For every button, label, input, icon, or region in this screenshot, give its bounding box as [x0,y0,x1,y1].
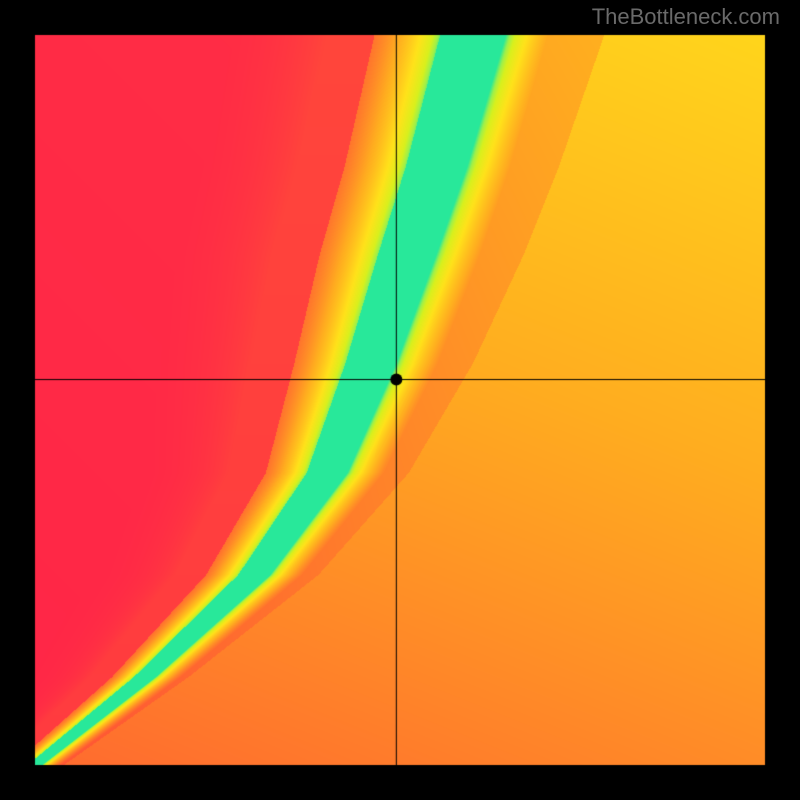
watermark-text: TheBottleneck.com [592,4,780,30]
bottleneck-heatmap [0,0,800,800]
